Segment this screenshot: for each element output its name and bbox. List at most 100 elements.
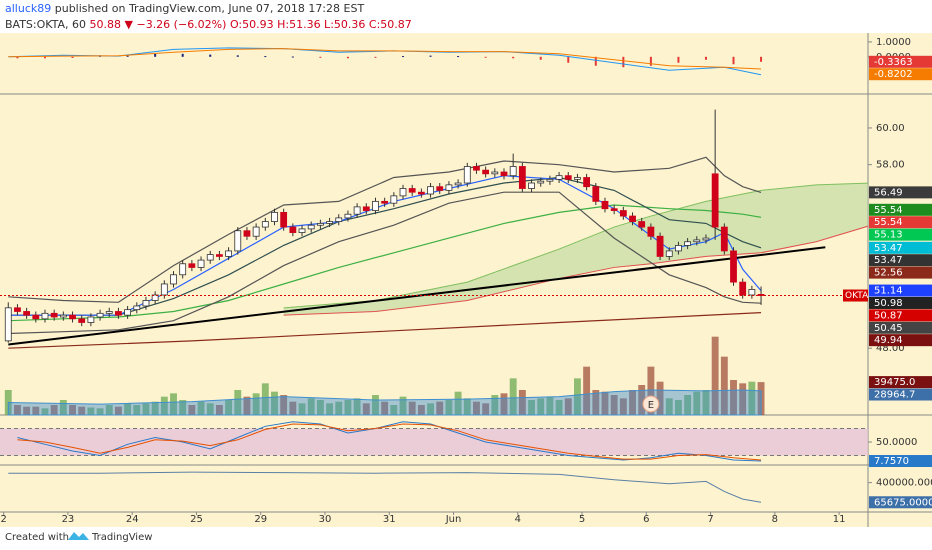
volume-bar: [225, 400, 233, 415]
volume-bar: [656, 381, 664, 415]
macd-hist: [457, 56, 460, 58]
volume-bar: [261, 383, 269, 415]
macd-hist: [567, 56, 570, 63]
volume-bar: [206, 403, 214, 415]
x-tick-label: 7: [707, 514, 713, 525]
candle-body: [427, 186, 434, 195]
logo: [68, 532, 89, 540]
candle-body: [445, 184, 453, 191]
price-label-bg: [869, 254, 932, 267]
candle-body: [463, 166, 471, 184]
x-tick-label: 4: [515, 514, 521, 525]
volume-bar: [69, 405, 76, 415]
candle-body: [243, 230, 251, 237]
candle-body: [234, 230, 242, 252]
x-tick-label: 23: [62, 514, 75, 525]
price-label-bg: [869, 203, 932, 216]
candle-body: [50, 312, 58, 318]
candle-body: [564, 175, 572, 180]
candle-body: [316, 222, 324, 226]
macd-hist: [622, 56, 625, 68]
cloud-edge: [283, 225, 868, 316]
candle-body: [179, 263, 187, 276]
volume-bar: [574, 378, 581, 415]
candle-body: [362, 206, 370, 211]
volume-bar: [427, 403, 434, 415]
volume-bar: [372, 395, 379, 415]
price-label: 50.45: [874, 323, 903, 334]
volume-bar: [711, 336, 719, 415]
price-label: -0.3363: [874, 57, 913, 68]
volume-bar: [298, 403, 306, 415]
volume-bar: [170, 393, 177, 415]
price-label: 28964.7: [874, 390, 915, 401]
event-label: E: [648, 400, 654, 411]
candle-body: [482, 169, 490, 175]
indicator-line: [8, 156, 762, 303]
candle-body: [684, 241, 692, 246]
candle-body: [693, 239, 701, 243]
candle-body: [473, 166, 480, 171]
price-label-bg: [869, 284, 932, 297]
candle-body: [390, 195, 398, 204]
candle-body: [133, 305, 141, 311]
candle-body: [408, 188, 416, 193]
macd-hist: [402, 56, 405, 58]
x-tick-label: 8: [772, 514, 778, 525]
candle-body: [105, 311, 113, 314]
volume-bar: [215, 405, 223, 415]
x-tick-label: 24: [126, 514, 139, 525]
macd-hist: [677, 56, 680, 63]
price-label: 55.54: [874, 205, 903, 216]
candle-body: [280, 211, 288, 228]
indicator-line: [8, 191, 762, 335]
macd-hist: [512, 56, 515, 59]
x-tick-label: 29: [254, 514, 267, 525]
candle-body: [23, 311, 31, 316]
volume-bar: [243, 396, 251, 415]
cloud: [283, 183, 868, 316]
volume-bar: [50, 405, 58, 415]
candle-body: [252, 226, 260, 237]
volume-bar: [647, 366, 655, 415]
candle-body: [216, 254, 223, 257]
obv-line: [8, 471, 762, 503]
volume-bar: [482, 403, 490, 415]
x-tick-label: 2: [0, 514, 6, 525]
price-label-bg: [869, 296, 932, 309]
volume-bar: [41, 408, 49, 415]
candle-body: [353, 206, 361, 215]
candle-body: [14, 307, 21, 312]
price-label: -0.8202: [874, 69, 913, 80]
candle-body: [151, 294, 159, 301]
author[interactable]: alluck89: [5, 2, 51, 15]
candle-body: [720, 226, 728, 252]
footer-brand[interactable]: TradingView: [91, 532, 152, 543]
volume-bar: [601, 391, 609, 415]
axes: 2 23 24 25 29 30 31 Jun 4 5 6 7 8 11 60.00 58.00 48.00 1.…: [0, 37, 932, 525]
candle-body: [601, 200, 609, 210]
candle-body: [417, 191, 425, 195]
volume-bar: [289, 401, 297, 415]
volume-bar: [528, 400, 535, 415]
x-tick-label: 5: [579, 514, 585, 525]
price-label: 39475.0: [874, 377, 915, 388]
x-tick-label: 30: [319, 514, 332, 525]
candle-body: [629, 215, 636, 222]
volume-bar: [362, 403, 370, 415]
price-label: 50.87: [874, 310, 903, 321]
indicator-line: [8, 312, 762, 349]
y-tick-label: 48.00: [876, 343, 905, 354]
macd-hist: [154, 53, 157, 57]
price-label-bg: [869, 309, 932, 322]
x-tick-label: 25: [190, 514, 203, 525]
candle-body: [555, 175, 563, 180]
volume-bar: [564, 398, 572, 415]
price-label: 53.47: [874, 243, 903, 254]
volume-bar: [684, 395, 692, 415]
volume-bar: [114, 406, 122, 415]
candle-body: [326, 221, 333, 224]
volume-bar: [610, 395, 618, 415]
candle-body: [271, 211, 278, 222]
